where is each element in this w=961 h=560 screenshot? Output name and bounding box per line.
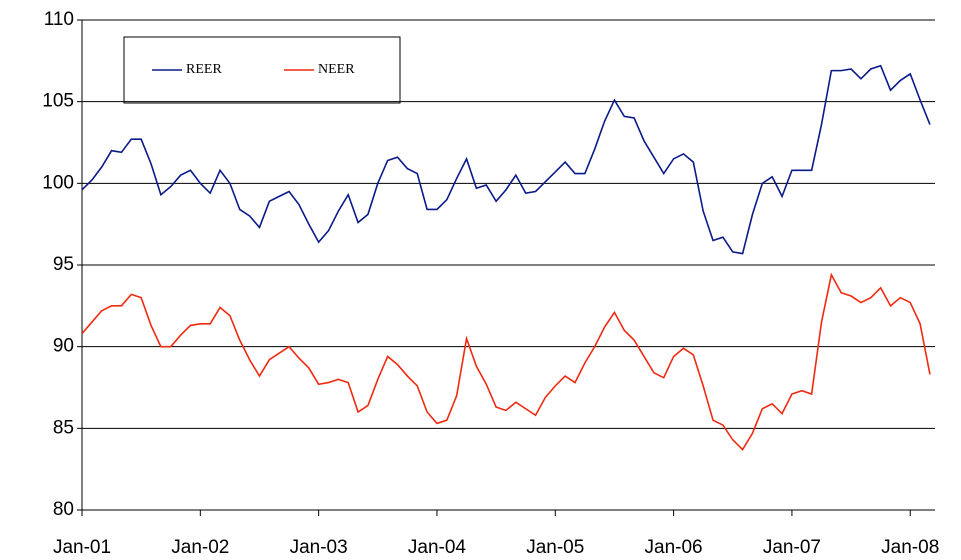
y-tick-label: 100 bbox=[42, 172, 74, 193]
x-tick-label: Jan-02 bbox=[171, 537, 229, 558]
y-tick-label: 105 bbox=[42, 91, 74, 112]
y-tick-label: 85 bbox=[53, 417, 74, 438]
x-tick-label: Jan-06 bbox=[645, 537, 703, 558]
y-tick-label: 80 bbox=[53, 499, 74, 520]
y-tick-label: 110 bbox=[44, 9, 74, 30]
y-tick-label: 90 bbox=[53, 336, 74, 357]
x-tick-label: Jan-03 bbox=[290, 537, 348, 558]
x-tick-label: Jan-01 bbox=[53, 537, 111, 558]
x-tick-label: Jan-05 bbox=[526, 537, 584, 558]
series-line bbox=[81, 64, 931, 255]
legend-label: REER bbox=[186, 62, 222, 77]
x-tick-label: Jan-04 bbox=[408, 537, 467, 558]
x-tick-label: Jan-07 bbox=[763, 537, 821, 558]
x-tick-label: Jan-08 bbox=[881, 537, 939, 558]
series-line bbox=[81, 272, 931, 451]
legend-label: NEER bbox=[318, 62, 355, 77]
y-tick-label: 95 bbox=[53, 254, 74, 275]
